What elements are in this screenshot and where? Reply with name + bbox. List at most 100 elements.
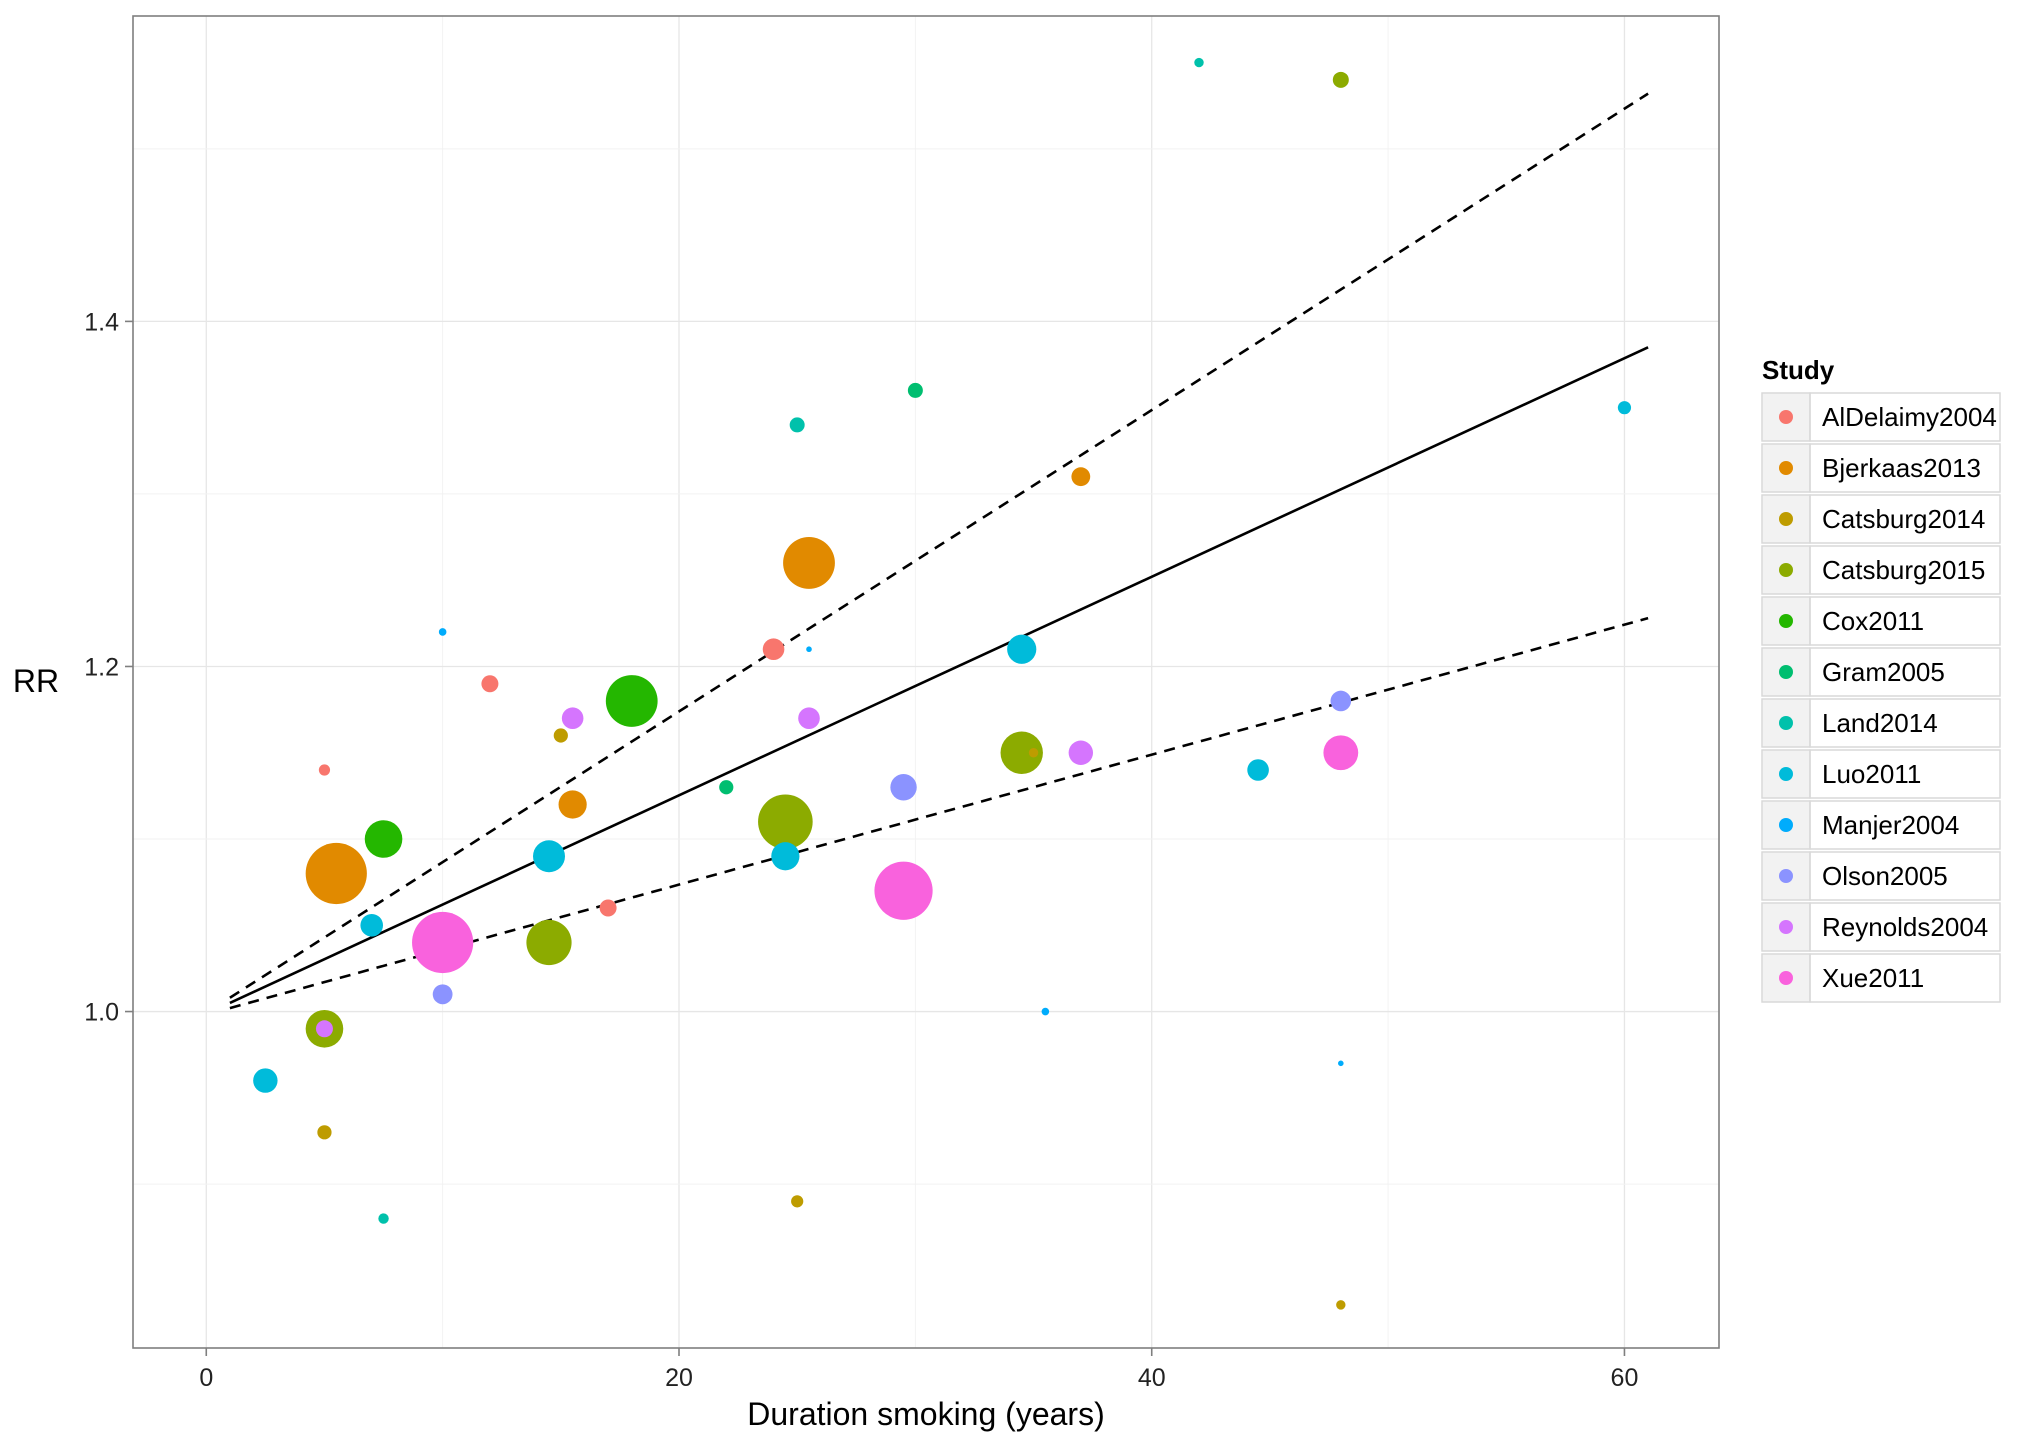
legend: Study AlDelaimy2004 Bjerkaas2013 Catsburg2… bbox=[1761, 355, 2001, 1003]
legend-key-xue2011 bbox=[1779, 971, 1793, 985]
data-point-luo2011 bbox=[1007, 634, 1037, 664]
data-point-manjer2004 bbox=[438, 628, 447, 636]
data-point-aldelaimy2004 bbox=[599, 899, 617, 917]
data-point-catsburg2014 bbox=[1336, 1300, 1346, 1310]
data-point-olson2005 bbox=[890, 774, 917, 801]
y-axis-title: RR bbox=[13, 663, 59, 699]
data-point-manjer2004 bbox=[806, 646, 812, 653]
data-point-catsburg2015 bbox=[526, 919, 572, 966]
legend-key-cox2011 bbox=[1779, 614, 1793, 628]
data-point-bjerkaas2013 bbox=[558, 790, 587, 819]
legend-key-box bbox=[1761, 494, 1811, 544]
x-tick-label: 40 bbox=[1138, 1364, 1166, 1392]
plot-panel-border bbox=[132, 15, 1720, 1349]
x-tick-label: 0 bbox=[199, 1364, 213, 1392]
legend-label-olson2005: Olson2005 bbox=[1822, 861, 1948, 891]
data-point-catsburg2015 bbox=[1332, 71, 1349, 88]
data-point-gram2005 bbox=[907, 382, 923, 398]
legend-key-manjer2004 bbox=[1779, 818, 1793, 832]
legend-key-gram2005 bbox=[1779, 665, 1793, 679]
data-point-reynolds2004 bbox=[315, 1020, 333, 1038]
legend-key-luo2011 bbox=[1779, 767, 1793, 781]
data-point-aldelaimy2004 bbox=[762, 638, 785, 661]
legend-label-box bbox=[1809, 953, 2001, 1003]
data-point-reynolds2004 bbox=[1068, 740, 1094, 765]
data-point-luo2011 bbox=[360, 913, 384, 937]
legend-key-catsburg2015 bbox=[1779, 563, 1793, 577]
legend-label-manjer2004: Manjer2004 bbox=[1822, 810, 1959, 840]
grid-lines bbox=[133, 16, 1719, 1348]
x-tick-label: 20 bbox=[665, 1364, 693, 1392]
legend-label-catsburg2014: Catsburg2014 bbox=[1822, 504, 1985, 534]
data-point-cox2011 bbox=[605, 675, 658, 727]
x-tick-label: 60 bbox=[1611, 1364, 1639, 1392]
data-point-land2014 bbox=[1194, 57, 1204, 68]
data-point-luo2011 bbox=[253, 1068, 278, 1093]
legend-label-box bbox=[1809, 749, 2001, 799]
legend-label-box bbox=[1809, 851, 2001, 901]
legend-key-olson2005 bbox=[1779, 869, 1793, 883]
data-point-cox2011 bbox=[364, 820, 403, 858]
regression-lines bbox=[229, 92, 1649, 1010]
legend-label-aldelaimy2004: AlDelaimy2004 bbox=[1822, 402, 1997, 432]
data-point-catsburg2014 bbox=[553, 728, 568, 743]
legend-label-bjerkaas2013: Bjerkaas2013 bbox=[1822, 453, 1981, 483]
confidence-bound-line bbox=[229, 616, 1649, 1010]
data-point-bjerkaas2013 bbox=[305, 842, 367, 905]
data-point-bjerkaas2013 bbox=[783, 537, 835, 589]
legend-label-box bbox=[1809, 902, 2001, 952]
data-point-manjer2004 bbox=[1041, 1007, 1050, 1016]
axes: 0 20 40 60 1.0 1.2 1.4 bbox=[84, 308, 1638, 1392]
data-point-reynolds2004 bbox=[561, 707, 584, 730]
legend-label-cox2011: Cox2011 bbox=[1822, 606, 1924, 636]
legend-label-box bbox=[1809, 800, 2001, 850]
data-point-luo2011 bbox=[1617, 401, 1632, 415]
data-point-land2014 bbox=[789, 417, 805, 433]
legend-key-reynolds2004 bbox=[1779, 920, 1793, 934]
data-points bbox=[253, 57, 1632, 1310]
data-point-catsburg2015 bbox=[1000, 731, 1043, 774]
data-point-xue2011 bbox=[1323, 735, 1359, 771]
legend-label-box bbox=[1809, 443, 2001, 493]
data-point-xue2011 bbox=[874, 861, 933, 920]
legend-key-land2014 bbox=[1779, 716, 1793, 730]
data-point-aldelaimy2004 bbox=[318, 764, 331, 776]
legend-label-box bbox=[1809, 596, 2001, 646]
data-point-luo2011 bbox=[1247, 759, 1269, 781]
data-point-land2014 bbox=[378, 1213, 389, 1224]
data-point-olson2005 bbox=[432, 984, 453, 1005]
legend-label-reynolds2004: Reynolds2004 bbox=[1822, 912, 1988, 942]
data-point-luo2011 bbox=[533, 840, 565, 873]
legend-label-box bbox=[1809, 545, 2001, 595]
data-point-xue2011 bbox=[412, 911, 474, 974]
data-point-bjerkaas2013 bbox=[1071, 467, 1091, 487]
y-tick-label: 1.2 bbox=[84, 653, 119, 681]
legend-label-box bbox=[1809, 494, 2001, 544]
data-point-olson2005 bbox=[1330, 690, 1352, 712]
legend-label-box bbox=[1809, 647, 2001, 697]
legend-key-aldelaimy2004 bbox=[1779, 410, 1793, 424]
legend-key-bjerkaas2013 bbox=[1779, 461, 1793, 475]
legend-label-luo2011: Luo2011 bbox=[1822, 759, 1921, 789]
data-point-gram2005 bbox=[719, 780, 734, 795]
legend-label-catsburg2015: Catsburg2015 bbox=[1822, 555, 1985, 585]
legend-label-box bbox=[1809, 698, 2001, 748]
legend-key-catsburg2014 bbox=[1779, 512, 1793, 526]
data-point-catsburg2014 bbox=[791, 1195, 804, 1208]
confidence-bound-line bbox=[229, 92, 1649, 999]
y-tick-label: 1.0 bbox=[84, 999, 119, 1027]
data-point-aldelaimy2004 bbox=[481, 675, 499, 693]
x-axis-title: Duration smoking (years) bbox=[747, 1396, 1104, 1432]
legend-label-gram2005: Gram2005 bbox=[1822, 657, 1945, 687]
y-tick-label: 1.4 bbox=[84, 308, 119, 336]
data-point-luo2011 bbox=[771, 842, 800, 871]
legend-label-box bbox=[1809, 392, 2001, 442]
data-point-reynolds2004 bbox=[798, 707, 820, 730]
legend-title: Study bbox=[1762, 355, 1835, 385]
data-point-manjer2004 bbox=[1338, 1060, 1344, 1067]
data-point-catsburg2015 bbox=[758, 794, 813, 850]
data-point-catsburg2014 bbox=[317, 1125, 332, 1140]
legend-label-land2014: Land2014 bbox=[1822, 708, 1938, 738]
